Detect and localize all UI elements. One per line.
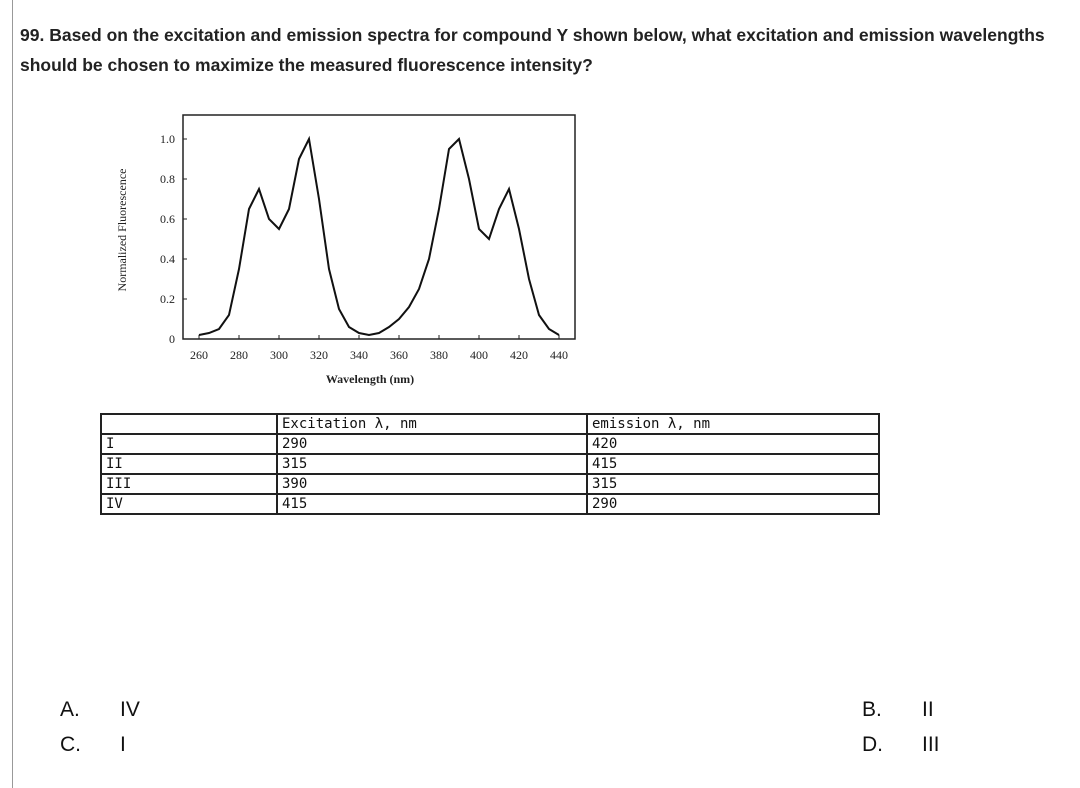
y-tick-label: 0.6 [160, 212, 175, 226]
choice-letter: A. [60, 698, 80, 721]
question-text: Based on the excitation and emission spe… [20, 25, 1045, 75]
plot-frame [182, 114, 576, 340]
chart: Wavelength (nm) Normalized Fluorescence … [115, 114, 576, 386]
table-cell: 290 [586, 493, 880, 515]
table-cell: 315 [586, 473, 880, 495]
y-tick-label: 0 [169, 332, 175, 346]
y-tick-label: 0.8 [160, 172, 175, 186]
x-tick-label: 440 [550, 348, 568, 362]
choice: D. III [862, 733, 940, 757]
x-tick-label: 340 [350, 348, 368, 362]
x-tick-label: 380 [430, 348, 448, 362]
choice-letter: D. [862, 733, 883, 756]
choice-letter: B. [862, 698, 882, 721]
table-cell: 315 [276, 453, 588, 475]
table-cell: 415 [586, 453, 880, 475]
table-cell: I [100, 433, 278, 455]
x-tick-label: 360 [390, 348, 408, 362]
table-header: emission λ, nm [586, 413, 880, 435]
x-tick-label: 280 [230, 348, 248, 362]
x-tick-label: 420 [510, 348, 528, 362]
choice-text: IV [120, 698, 140, 721]
x-tick-label: 300 [270, 348, 288, 362]
choice: C. I [60, 733, 126, 757]
question-number: 99. [20, 25, 45, 45]
question: 99. Based on the excitation and emission… [20, 20, 1075, 80]
choice-text: I [120, 733, 126, 756]
table-cell: III [100, 473, 278, 495]
choice-text: III [922, 733, 940, 756]
y-tick-label: 0.4 [160, 252, 175, 266]
table-cell: 420 [586, 433, 880, 455]
x-tick-label: 400 [470, 348, 488, 362]
x-axis-label: Wavelength (nm) [326, 372, 414, 386]
x-tick-label: 320 [310, 348, 328, 362]
y-axis-label: Normalized Fluorescence [115, 169, 129, 292]
table-cell: IV [100, 493, 278, 515]
choice: B. II [862, 698, 934, 722]
table-cell: 415 [276, 493, 588, 515]
border [12, 0, 13, 788]
table-corner [100, 413, 278, 435]
spectrum-line [198, 135, 560, 337]
table-cell: II [100, 453, 278, 475]
table-cell: 390 [276, 473, 588, 495]
choice-letter: C. [60, 733, 81, 756]
answer-table: Excitation λ, nm emission λ, nm I 290 420 I… [100, 413, 880, 515]
y-tick-label: 1.0 [160, 132, 175, 146]
table-header: Excitation λ, nm [276, 413, 588, 435]
choice: A. IV [60, 698, 140, 722]
y-tick-label: 0.2 [160, 292, 175, 306]
x-tick-label: 260 [190, 348, 208, 362]
choice-text: II [922, 698, 934, 721]
table-cell: 290 [276, 433, 588, 455]
